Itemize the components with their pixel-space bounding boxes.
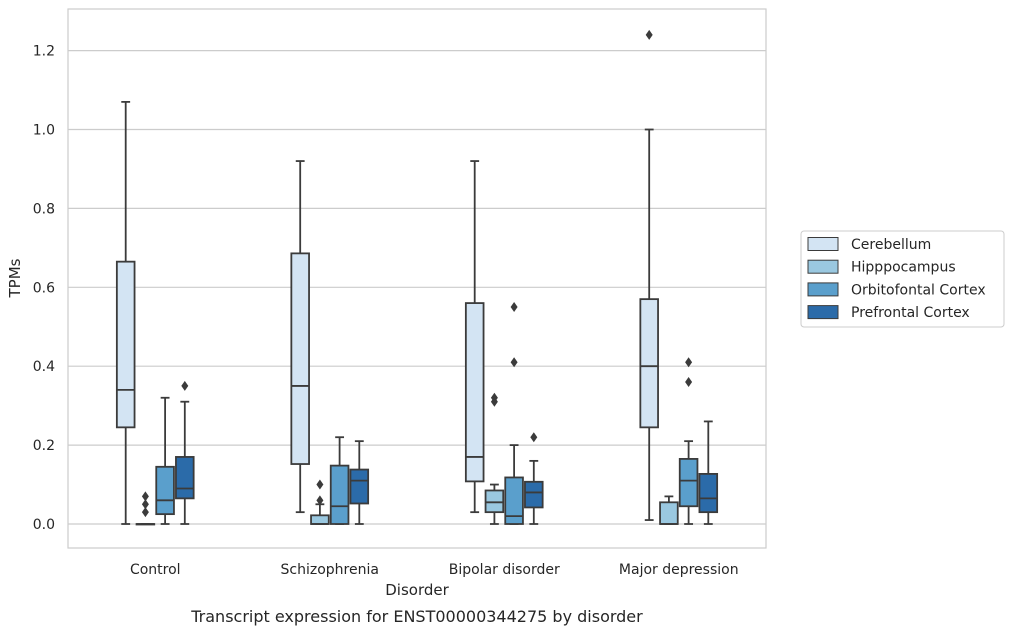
- x-tick-label: Bipolar disorder: [449, 562, 560, 578]
- box-iqr: [464, 302, 485, 483]
- legend-label: Orbitofontal Cortex: [851, 282, 986, 298]
- box-iqr: [329, 464, 350, 525]
- outlier-marker: [181, 380, 189, 391]
- box-iqr: [639, 298, 659, 429]
- box-iqr: [290, 252, 310, 465]
- outlier-marker: [316, 495, 324, 506]
- box-hipppocampus: [310, 479, 330, 525]
- outlier-marker: [141, 499, 149, 510]
- legend-frame: [800, 230, 1005, 328]
- legend-label: Hipppocampus: [851, 260, 956, 276]
- box-orbitofontal-cortex: [504, 302, 524, 525]
- legend: Cerebellum Hipppocampus Orbitofontal Corte…: [800, 230, 1005, 328]
- box-iqr: [484, 489, 505, 514]
- legend-swatch: [807, 282, 839, 297]
- y-tick-labels: 0.0 0.2 0.4 0.6 0.8 1.0 1.2: [33, 44, 55, 533]
- box-prefrontal-cortex: [524, 432, 544, 525]
- box-orbitofontal-cortex: [155, 396, 175, 525]
- box-cerebellum: [639, 29, 659, 521]
- outlier-marker: [685, 357, 693, 368]
- x-tick-labels: Control Schizophrenia Bipolar disorder Majo…: [130, 562, 739, 578]
- legend-label: Cerebellum: [851, 237, 931, 253]
- box-iqr: [349, 468, 370, 505]
- plot-frame: [67, 8, 767, 549]
- y-tick-label: 0.2: [33, 438, 55, 454]
- legend-swatch: [807, 305, 839, 320]
- y-tick-label: 1.0: [33, 123, 55, 139]
- y-tick-label: 0.6: [33, 280, 55, 296]
- outlier-marker: [510, 302, 518, 313]
- legend-label: Prefrontal Cortex: [851, 305, 970, 321]
- box-iqr: [115, 260, 136, 429]
- outlier-marker: [685, 376, 693, 387]
- y-tick-label: 1.2: [33, 44, 55, 60]
- x-axis-label: Disorder: [385, 581, 449, 599]
- box-cerebellum: [290, 160, 310, 514]
- outlier-marker: [645, 29, 653, 40]
- chart-caption: Transcript expression for ENST0000034427…: [190, 607, 643, 626]
- x-tick-label: Schizophrenia: [281, 562, 379, 578]
- box-iqr: [659, 501, 679, 525]
- box-hipppocampus: [659, 495, 679, 525]
- legend-swatch: [807, 259, 839, 274]
- box-iqr: [698, 472, 719, 514]
- box-iqr: [175, 456, 195, 500]
- box-prefrontal-cortex: [349, 440, 370, 525]
- x-tick-label: Control: [130, 562, 181, 578]
- box-iqr: [155, 465, 175, 516]
- outlier-marker: [510, 357, 518, 368]
- y-tick-label: 0.4: [33, 359, 55, 375]
- box-cerebellum: [464, 160, 485, 514]
- outlier-marker: [530, 432, 538, 443]
- x-tick-label: Major depression: [619, 562, 739, 578]
- box-iqr: [310, 514, 330, 525]
- box-hipppocampus: [484, 392, 505, 525]
- gridlines: [68, 49, 766, 525]
- box-iqr: [504, 476, 524, 525]
- box-orbitofontal-cortex: [678, 357, 699, 525]
- outlier-marker: [141, 491, 149, 502]
- outlier-marker: [490, 392, 498, 403]
- box-prefrontal-cortex: [698, 420, 719, 525]
- box-prefrontal-cortex: [175, 380, 195, 525]
- outlier-marker: [316, 479, 324, 490]
- box-cerebellum: [115, 100, 136, 525]
- outlier-marker: [141, 507, 149, 518]
- box-iqr: [678, 458, 699, 508]
- box-groups: [115, 29, 719, 526]
- box-orbitofontal-cortex: [329, 436, 350, 525]
- y-axis-label: TPMs: [6, 258, 24, 298]
- box-iqr: [524, 480, 544, 509]
- y-tick-label: 0.0: [33, 517, 55, 533]
- legend-swatch: [807, 237, 839, 251]
- box-hipppocampus: [135, 491, 156, 526]
- y-tick-label: 0.8: [33, 201, 55, 217]
